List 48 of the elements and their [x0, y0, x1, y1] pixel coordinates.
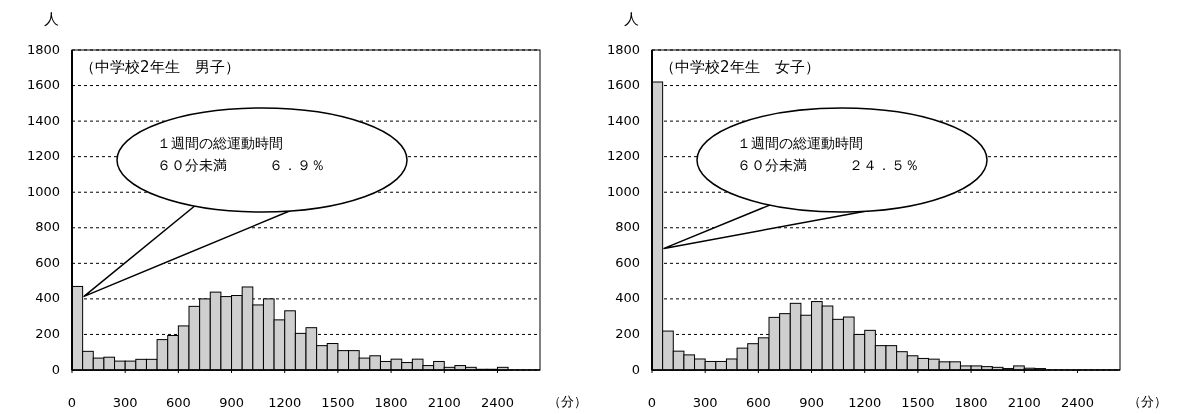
x-tick-label: 1200 — [848, 395, 882, 410]
x-tick-label: 600 — [165, 395, 191, 410]
y-tick-label: 200 — [615, 325, 640, 341]
x-tick-label: 2400 — [480, 395, 514, 410]
y-tick-label: 1200 — [606, 148, 640, 164]
y-tick-label: 400 — [615, 290, 640, 306]
x-tick-label: 300 — [692, 395, 718, 410]
x-tick-label: 900 — [799, 395, 824, 410]
x-tick-label: 900 — [219, 395, 244, 410]
y-tick-label: 1200 — [26, 148, 60, 164]
y-tick-label: 1800 — [26, 41, 60, 57]
annotation: １週間の総運動時間 — [157, 135, 283, 151]
y-tick-label: 200 — [35, 325, 60, 341]
x-tick-label: 2100 — [1007, 395, 1041, 410]
text: （中学校2年生 男子） — [80, 58, 240, 76]
annotation: １週間の総運動時間 — [737, 135, 863, 151]
y-tick-label: 400 — [35, 290, 60, 306]
y-tick-label: 600 — [35, 254, 60, 270]
y-tick-label: 1400 — [26, 112, 60, 128]
x-axis-title: （分） — [1128, 394, 1167, 409]
x-tick-label: 0 — [67, 395, 77, 410]
annotation: ６０分未満 ２４．５％ — [737, 157, 919, 173]
x-tick-label: 1800 — [374, 395, 408, 410]
y-tick-label: 800 — [35, 219, 60, 235]
y-tick-label: 0 — [51, 361, 60, 377]
y-tick-label: 1800 — [606, 41, 640, 57]
x-tick-label: 1500 — [901, 395, 935, 410]
x-tick-label: 2100 — [427, 395, 461, 410]
y-tick-label: 1000 — [606, 183, 640, 199]
x-tick-label: 1500 — [321, 395, 355, 410]
y-tick-label: 800 — [615, 219, 640, 235]
x-axis-title: （分） — [548, 394, 587, 409]
y-tick-label: 1600 — [606, 77, 640, 93]
y-tick-label: 0 — [631, 361, 640, 377]
x-tick-label: 300 — [112, 395, 138, 410]
x-tick-label: 1800 — [954, 395, 988, 410]
x-tick-label: 2400 — [1060, 395, 1094, 410]
y-axis-title: 人 — [44, 10, 59, 28]
y-axis-title: 人 — [624, 10, 639, 28]
y-tick-label: 1000 — [26, 183, 60, 199]
y-tick-label: 1600 — [26, 77, 60, 93]
annotation: ６０分未満 ６．９％ — [157, 157, 325, 173]
y-tick-label: 1400 — [606, 112, 640, 128]
x-tick-label: 600 — [745, 395, 771, 410]
x-tick-label: 1200 — [268, 395, 302, 410]
x-tick-label: 0 — [647, 395, 657, 410]
y-tick-label: 600 — [615, 254, 640, 270]
text: （中学校2年生 女子） — [660, 58, 820, 76]
